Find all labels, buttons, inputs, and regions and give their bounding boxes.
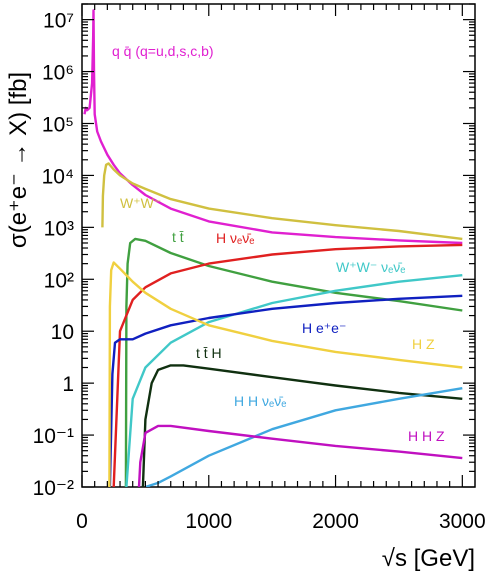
y-tick-label: 10² (44, 269, 74, 292)
series-line (108, 261, 463, 487)
series-line (101, 162, 463, 241)
y-tick-label: 10⁶ (42, 62, 74, 85)
y-tick-labels: 10⁻² 10⁻¹ 1 10 10² 10³ 10⁴ 10⁵ 10⁶ 10⁷ (33, 10, 74, 500)
series-line (112, 243, 463, 487)
series-label: t t̄ H (196, 345, 222, 361)
x-tick-label: 1000 (185, 510, 232, 533)
y-tick-label: 10⁻² (33, 477, 74, 500)
series-line (108, 294, 463, 487)
series-label: H e⁺e⁻ (302, 320, 346, 336)
y-tick-label: 10 (51, 321, 74, 344)
y-tick-label: 10⁷ (43, 10, 74, 33)
y-axis-title: σ(e⁺e⁻ → X) [fb] (5, 72, 32, 248)
y-tick-label: 1 (62, 373, 74, 396)
series-label: q q̄ (q=u,d,s,c,b) (112, 43, 214, 59)
series-line (137, 424, 463, 487)
series-label: W⁺W⁻ (120, 195, 161, 211)
y-tick-label: 10⁵ (42, 113, 74, 136)
plot-frame (81, 3, 476, 488)
x-tick-labels: 0 1000 2000 3000 (76, 510, 486, 533)
series-curves (83, 9, 463, 487)
series-line (125, 274, 463, 487)
axis-ticks (81, 3, 475, 488)
series-label: H νₑν̄ₑ (216, 230, 254, 246)
series-line (124, 237, 463, 487)
y-tick-label: 10³ (44, 217, 74, 240)
series-label: t t̄ (172, 229, 184, 245)
x-axis-title: √s [GeV] (382, 545, 475, 572)
x-tick-label: 2000 (312, 510, 359, 533)
x-tick-label: 0 (76, 510, 88, 533)
series-line (83, 9, 463, 245)
y-tick-label: 10⁴ (42, 165, 74, 188)
series-line (145, 387, 463, 487)
y-tick-label: 10⁻¹ (33, 425, 74, 448)
series-label: H H Z (408, 428, 445, 444)
series-labels: q q̄ (q=u,d,s,c,b) W⁺W⁻ t t̄ H νₑν̄ₑ W⁺W⁻ νₑ… (112, 43, 445, 444)
series-label: H Z (412, 336, 435, 352)
series-label: H H νₑν̄ₑ (234, 393, 286, 409)
series-label: W⁺W⁻ νₑν̄ₑ (336, 259, 406, 275)
series-line (141, 364, 463, 487)
x-tick-label: 3000 (439, 510, 486, 533)
